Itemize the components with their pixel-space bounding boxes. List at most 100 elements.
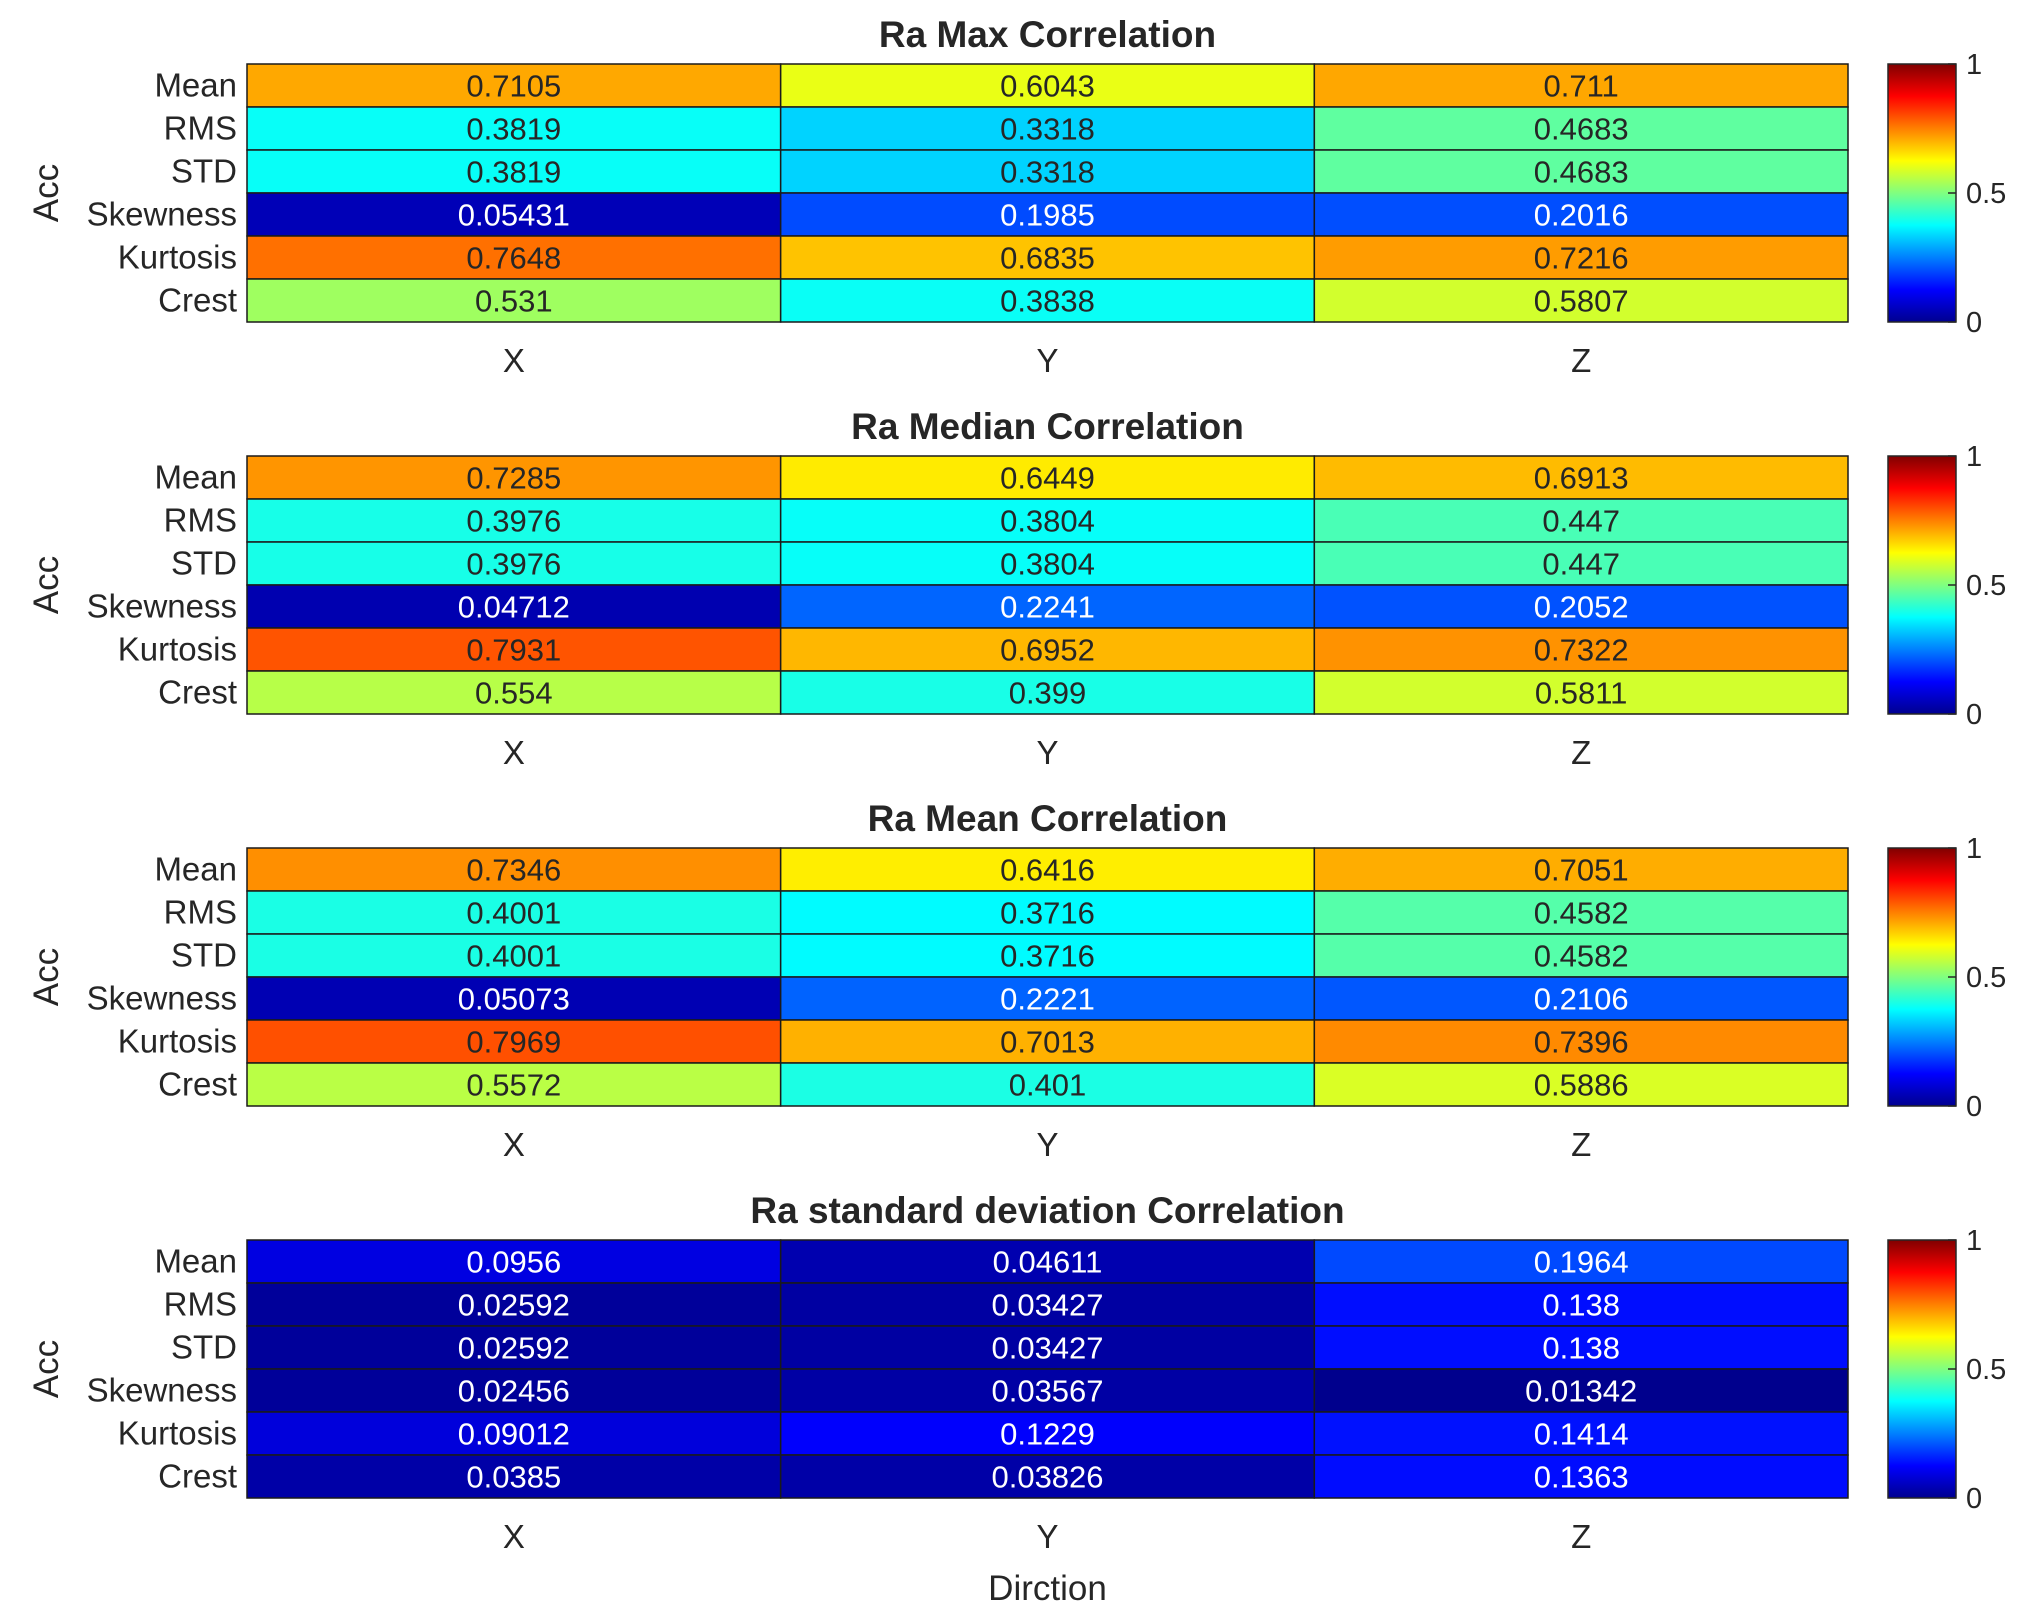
cell-value-label: 0.3976: [466, 504, 561, 539]
cell-value-label: 0.447: [1542, 547, 1620, 582]
heatmap-cell: [1313, 584, 1849, 629]
cell-value-label: 0.03427: [991, 1331, 1103, 1366]
cell-value-label: 0.1964: [1534, 1245, 1629, 1280]
column-tick-label: Y: [1036, 734, 1058, 771]
row-tick-label: STD: [171, 937, 237, 974]
heatmap-cell: [1313, 890, 1849, 935]
row-tick-label: Crest: [158, 1458, 237, 1495]
row-tick-label: Crest: [158, 1066, 237, 1103]
heatmap-cell: [246, 278, 782, 323]
cell-value-label: 0.2241: [1000, 590, 1095, 625]
cell-value-label: 0.3716: [1000, 896, 1095, 931]
column-tick-label: X: [503, 342, 525, 379]
heatmap-cell: [246, 498, 782, 543]
row-tick-label: Mean: [154, 67, 237, 104]
cell-value-label: 0.7931: [466, 633, 561, 668]
cell-value-label: 0.0385: [466, 1460, 561, 1495]
colorbar-tick-label: 0.5: [1966, 178, 2006, 210]
cell-value-label: 0.4683: [1534, 155, 1629, 190]
heatmap-cell: [779, 847, 1316, 892]
colorbar-tick-label: 0: [1966, 307, 1982, 339]
row-tick-label: RMS: [164, 1286, 237, 1323]
cell-value-label: 0.6416: [1000, 853, 1095, 888]
cell-value-label: 0.04712: [458, 590, 570, 625]
heatmap-cell: [779, 584, 1316, 629]
cell-value-label: 0.7285: [466, 461, 561, 496]
cell-value-label: 0.05073: [458, 982, 570, 1017]
heatmap-cell: [1313, 670, 1849, 715]
heatmap-cell: [246, 890, 782, 935]
cell-value-label: 0.3976: [466, 547, 561, 582]
colorbar-tick-label: 1: [1966, 833, 1982, 865]
column-tick-label: Z: [1571, 734, 1591, 771]
colorbar-tick-label: 1: [1966, 1225, 1982, 1257]
colorbar-tick-label: 0.5: [1966, 570, 2006, 602]
x-axis-label: Dirction: [988, 1569, 1107, 1608]
row-tick-label: Mean: [154, 459, 237, 496]
heatmap-cell: [779, 149, 1316, 194]
row-tick-label: RMS: [164, 110, 237, 147]
cell-value-label: 0.3819: [466, 112, 561, 147]
cell-value-label: 0.04611: [993, 1245, 1103, 1280]
cell-value-label: 0.7051: [1534, 853, 1629, 888]
heatmap-cell: [779, 670, 1316, 715]
cell-value-label: 0.0956: [466, 1245, 561, 1280]
column-tick-label: X: [503, 1518, 525, 1555]
heatmap-cell: [246, 1062, 782, 1107]
colorbar-tick-label: 0: [1966, 699, 1982, 731]
cell-value-label: 0.7396: [1534, 1025, 1629, 1060]
heatmap-cell: [1313, 976, 1849, 1021]
chart-title: Ra standard deviation Correlation: [750, 1190, 1344, 1231]
cell-value-label: 0.1363: [1534, 1460, 1629, 1495]
cell-value-label: 0.4582: [1534, 939, 1629, 974]
cell-value-label: 0.4582: [1534, 896, 1629, 931]
heatmap-cell: [1313, 278, 1849, 323]
row-tick-label: Skewness: [87, 980, 237, 1017]
column-tick-label: Y: [1036, 1518, 1058, 1555]
cell-value-label: 0.3318: [1000, 155, 1095, 190]
row-tick-label: Crest: [158, 674, 237, 711]
cell-value-label: 0.7322: [1534, 633, 1629, 668]
heatmap-cell: [246, 627, 782, 672]
heatmap-cell: [246, 1325, 782, 1370]
row-tick-label: RMS: [164, 894, 237, 931]
column-tick-label: X: [503, 1126, 525, 1163]
y-axis-label: Acc: [27, 1340, 66, 1398]
heatmap-cell: [779, 1062, 1316, 1107]
heatmap-cell: [246, 933, 782, 978]
cell-value-label: 0.399: [1009, 676, 1087, 711]
cell-value-label: 0.6043: [1000, 69, 1095, 104]
cell-value-label: 0.01342: [1525, 1374, 1637, 1409]
colorbar: [1887, 847, 1957, 1107]
row-tick-label: Kurtosis: [118, 631, 237, 668]
heatmap-cell: [1313, 63, 1849, 108]
colorbar-tick-label: 1: [1966, 49, 1982, 81]
heatmap-cell: [779, 1454, 1316, 1499]
heatmap-cell: [1313, 498, 1849, 543]
heatmap-cell: [779, 976, 1316, 1021]
heatmap-cell: [1313, 192, 1849, 237]
cell-value-label: 0.3716: [1000, 939, 1095, 974]
row-tick-label: STD: [171, 545, 237, 582]
cell-value-label: 0.7648: [466, 241, 561, 276]
cell-value-label: 0.138: [1542, 1288, 1620, 1323]
heatmap-panel-3: Ra Mean Correlation 0.7346 0.6416 0.7051 0.4…: [27, 798, 2006, 1163]
cell-value-label: 0.2052: [1534, 590, 1629, 625]
cell-value-label: 0.4001: [466, 896, 561, 931]
heatmap-cell: [246, 541, 782, 586]
colorbar-tick-label: 0: [1966, 1091, 1982, 1123]
heatmap-cell: [779, 278, 1316, 323]
heatmap-cell: [246, 1239, 782, 1284]
colorbar: [1887, 63, 1957, 323]
cell-value-label: 0.3804: [1000, 547, 1095, 582]
cell-value-label: 0.5811: [1535, 676, 1628, 711]
heatmap-cell: [1313, 1454, 1849, 1499]
cell-value-label: 0.03826: [991, 1460, 1103, 1495]
cell-value-label: 0.401: [1009, 1068, 1087, 1103]
row-tick-label: STD: [171, 1329, 237, 1366]
row-tick-label: Skewness: [87, 1372, 237, 1409]
cell-value-label: 0.3819: [466, 155, 561, 190]
heatmap-cell: [1313, 933, 1849, 978]
heatmap-cell: [779, 63, 1316, 108]
